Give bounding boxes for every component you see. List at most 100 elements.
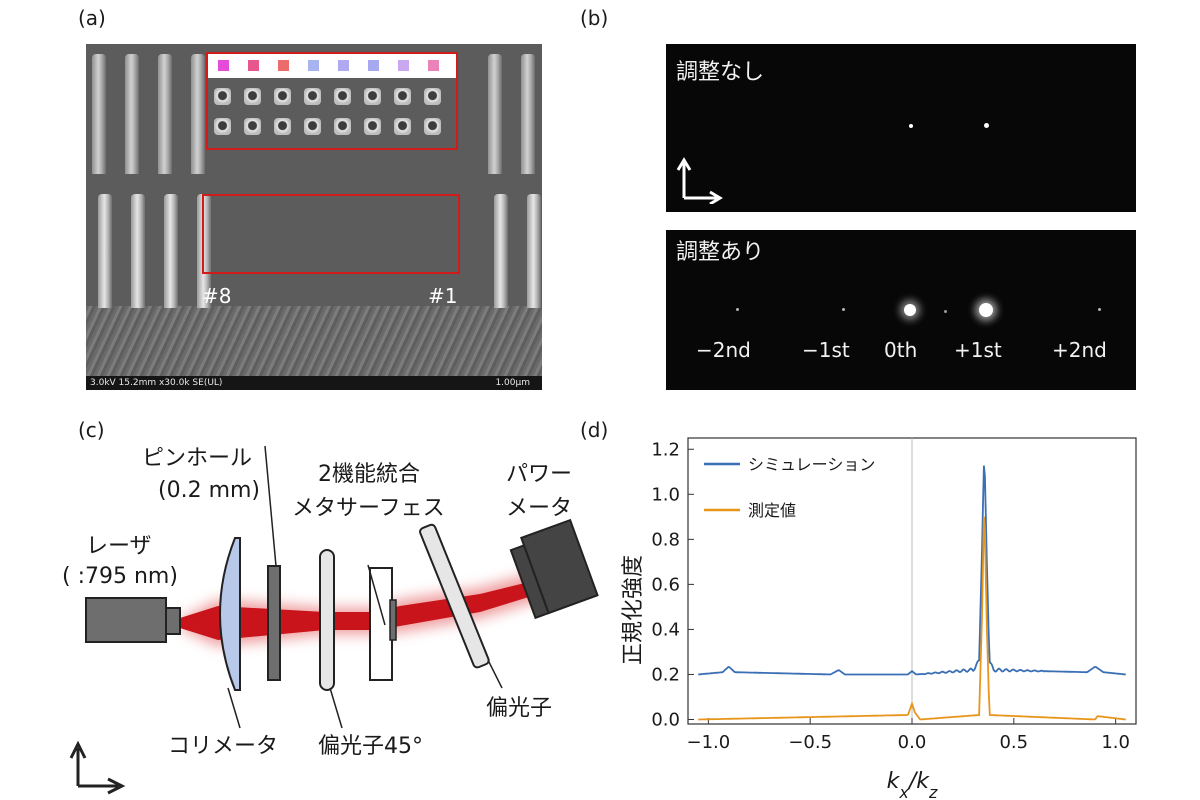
diffraction-image-unadjusted: 調整なし (666, 44, 1136, 212)
pillar-top (274, 88, 291, 105)
power-meter-label-line1: パワー (506, 462, 573, 487)
pinhole-plate (267, 565, 281, 681)
panel-d-label: (d) (580, 418, 609, 442)
collimator-label: コリメータ (168, 734, 279, 759)
color-swatch (248, 60, 259, 71)
nanopillar (191, 54, 205, 174)
nanopillar (521, 54, 535, 174)
pinhole-leader-line (264, 445, 277, 567)
metasurface-leader-line (367, 564, 386, 626)
nanopillar (494, 194, 508, 308)
diffraction-spot-right (984, 123, 989, 128)
spot-0th (904, 304, 916, 316)
nanopillar (125, 54, 139, 174)
pillar-top (394, 88, 411, 105)
color-swatch (218, 60, 229, 71)
pillar-top (304, 88, 321, 105)
collimator-leader-line (227, 687, 241, 729)
metasurface-label-line2: メタサーフェス (292, 496, 445, 521)
nanopillar (158, 54, 172, 174)
optical-setup-diagram (69, 445, 599, 795)
pillar-top (244, 118, 261, 135)
laser-label-line2: ( :795 nm) (62, 564, 178, 589)
legend-label: 測定値 (748, 501, 796, 520)
nanopillar (98, 194, 112, 308)
color-swatch (368, 60, 379, 71)
x-tick-label: 0.0 (898, 732, 927, 753)
order-label-0th: 0th (884, 338, 918, 362)
nanopillar (527, 194, 541, 308)
x-axis-label: kx/kz (887, 769, 938, 800)
y-tick-label: 0.8 (651, 529, 680, 550)
diffraction-spot-left (909, 124, 913, 128)
pillar-top (274, 118, 291, 135)
series-line-measured (698, 516, 1126, 721)
panel-a-label: (a) (78, 6, 106, 30)
pillar-top (364, 118, 381, 135)
sem-info-text: 3.0kV 15.2mm x30.0k SE(UL) (90, 378, 223, 388)
spot-minus-2nd (736, 308, 739, 311)
plot-area: −1.0 −0.5 0.0 0.5 1.0 0.0 0.2 0.4 0.6 0.8 1.0 1.2 kx… (651, 437, 1137, 800)
panel-c-label: (c) (78, 418, 105, 442)
collimator-lens (219, 537, 241, 691)
pillar-highlight-box (202, 194, 460, 274)
laser-label-line1: レーザ (86, 534, 152, 559)
order-label-minus-2nd: −2nd (696, 338, 751, 362)
intensity-chart: 正規化強度 −1.0 −0.5 0.0 0.5 1.0 0.0 0.2 0.4 0.6 0.8 1.… (621, 437, 1137, 800)
pillar-top (334, 118, 351, 135)
order-label-plus-1st: +1st (954, 338, 1002, 362)
pillar-top (214, 118, 231, 135)
pillar-top (244, 88, 261, 105)
pillar-top (214, 88, 231, 105)
polarizer-label: 偏光子 (486, 696, 553, 721)
y-tick-label: 1.0 (651, 484, 680, 505)
y-tick-label: 0.4 (651, 619, 680, 640)
panel-b-label: (b) (580, 6, 609, 30)
polarizer-leader-line (487, 659, 503, 689)
laser-aperture (165, 607, 181, 635)
color-swatch (278, 60, 289, 71)
pillar-top (334, 88, 351, 105)
pillar-top (304, 118, 321, 135)
adjusted-title: 調整あり (676, 240, 765, 265)
top-view-highlight-box (206, 52, 458, 150)
color-swatch (428, 60, 439, 71)
axes-arrow-icon (676, 157, 723, 204)
metasurface-chip (389, 599, 397, 641)
y-tick-label: 0.2 (651, 664, 680, 685)
nanopillar (197, 194, 211, 308)
polarizer-45-leader-line (329, 687, 343, 729)
power-meter (509, 518, 599, 620)
nanopillar (92, 54, 106, 174)
nanopillar (164, 194, 178, 308)
pinhole-size-label: (0.2 mm) (158, 478, 261, 503)
legend-label: シミュレーション (748, 455, 875, 474)
x-tick-label: −0.5 (788, 732, 832, 753)
polarizer-45-element (319, 549, 335, 691)
polarizer-45-label: 偏光子45° (318, 734, 423, 759)
pinhole-label: ピンホール (142, 446, 253, 471)
pillar-top (424, 118, 441, 135)
unadjusted-title: 調整なし (676, 60, 765, 85)
y-tick-label: 0.0 (651, 709, 680, 730)
pillar-top (424, 88, 441, 105)
sem-image: #8 #1 3.0kV 15.2mm x30.0k SE(UL) 1.00µm (86, 44, 542, 390)
sem-info-bar: 3.0kV 15.2mm x30.0k SE(UL) 1.00µm (86, 376, 542, 390)
pillar-label-1: #1 (428, 284, 458, 308)
diffraction-image-adjusted: 調整あり −2nd −1st 0th +1st +2nd (666, 230, 1136, 390)
spot-plus-1st (979, 303, 993, 317)
spot-minus-1st (842, 308, 845, 311)
axes-arrow-icon-c (69, 740, 126, 795)
color-swatch (398, 60, 409, 71)
color-swatch (338, 60, 349, 71)
series-line-simulation (698, 465, 1126, 676)
y-tick-label: 1.2 (651, 439, 680, 460)
pillar-top (364, 88, 381, 105)
metasurface-label-line1: 2機能統合 (318, 462, 420, 487)
nanopillar (131, 194, 145, 308)
x-tick-label: 0.5 (999, 732, 1028, 753)
spot-plus-2nd (1098, 308, 1101, 311)
polarizer-element (419, 523, 490, 669)
order-label-minus-1st: −1st (802, 338, 850, 362)
spot-between (944, 310, 947, 313)
